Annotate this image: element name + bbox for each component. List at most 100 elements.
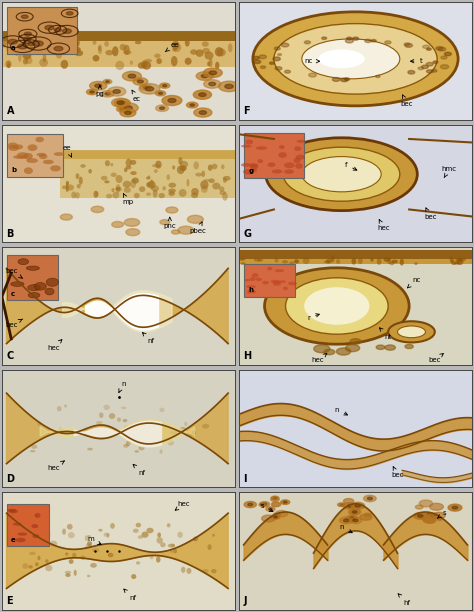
Ellipse shape [152,164,160,167]
Ellipse shape [61,60,68,69]
Ellipse shape [245,140,253,144]
Ellipse shape [28,565,33,569]
Circle shape [445,52,451,56]
Ellipse shape [72,48,81,51]
Ellipse shape [202,569,209,573]
Ellipse shape [209,58,212,67]
Circle shape [244,501,256,507]
Ellipse shape [55,42,62,46]
Ellipse shape [65,553,68,556]
Ellipse shape [170,550,173,553]
Circle shape [124,106,132,110]
Ellipse shape [155,160,162,168]
Ellipse shape [37,556,40,561]
Ellipse shape [98,46,101,51]
Ellipse shape [193,162,199,170]
Circle shape [263,503,266,505]
Text: I: I [244,474,247,483]
Circle shape [415,505,423,509]
Circle shape [90,91,94,93]
Ellipse shape [358,258,363,264]
Ellipse shape [146,528,154,533]
Circle shape [163,84,167,87]
Ellipse shape [104,41,109,47]
Ellipse shape [318,50,365,69]
Ellipse shape [96,421,102,424]
Circle shape [423,45,429,48]
Ellipse shape [121,406,127,409]
Ellipse shape [192,539,197,541]
Circle shape [365,39,372,43]
Ellipse shape [159,408,164,412]
Ellipse shape [147,176,150,179]
Ellipse shape [136,523,141,528]
Ellipse shape [32,534,39,538]
Ellipse shape [303,258,310,264]
Text: nf: nf [133,465,146,476]
Ellipse shape [39,154,47,159]
Ellipse shape [136,561,140,565]
Text: s: s [260,503,273,512]
Ellipse shape [156,537,163,543]
Circle shape [360,514,372,520]
Ellipse shape [262,281,269,285]
Circle shape [259,55,266,59]
Ellipse shape [141,61,147,69]
Circle shape [199,111,207,114]
Ellipse shape [74,50,83,56]
Ellipse shape [18,51,21,62]
Ellipse shape [66,184,74,190]
Circle shape [347,505,352,507]
Ellipse shape [208,165,212,171]
Ellipse shape [43,160,54,164]
Text: hec: hec [175,501,190,510]
Text: E: E [7,596,13,606]
Polygon shape [7,269,228,343]
Ellipse shape [43,53,46,62]
Ellipse shape [200,181,209,189]
Ellipse shape [383,258,390,262]
Circle shape [344,499,354,504]
Ellipse shape [101,176,108,181]
Ellipse shape [215,47,223,56]
Circle shape [273,498,276,499]
Text: hf: hf [398,594,410,605]
Ellipse shape [324,260,331,263]
Ellipse shape [156,58,162,64]
Ellipse shape [256,146,267,150]
Circle shape [408,70,415,74]
Circle shape [33,41,43,46]
Ellipse shape [23,58,28,64]
Ellipse shape [250,169,257,172]
Ellipse shape [71,192,76,198]
Ellipse shape [180,165,187,171]
Ellipse shape [209,179,215,183]
Ellipse shape [105,50,113,56]
Ellipse shape [191,188,199,195]
Ellipse shape [185,58,191,65]
Ellipse shape [284,170,294,174]
Circle shape [105,92,110,95]
Circle shape [343,502,356,509]
Circle shape [424,518,435,523]
Ellipse shape [66,181,69,185]
Ellipse shape [304,287,370,325]
Circle shape [346,345,360,352]
Text: bec: bec [428,354,443,363]
Circle shape [24,37,31,40]
Circle shape [428,513,430,515]
Ellipse shape [266,138,417,211]
Ellipse shape [116,184,120,193]
Ellipse shape [111,188,115,192]
Circle shape [440,65,449,69]
Circle shape [344,519,349,522]
Ellipse shape [8,145,19,151]
Ellipse shape [212,182,220,190]
Circle shape [253,56,259,59]
Circle shape [95,84,102,88]
Circle shape [272,502,281,507]
Text: bec: bec [424,208,437,220]
Circle shape [418,67,424,70]
Ellipse shape [15,48,18,56]
Ellipse shape [142,61,151,70]
